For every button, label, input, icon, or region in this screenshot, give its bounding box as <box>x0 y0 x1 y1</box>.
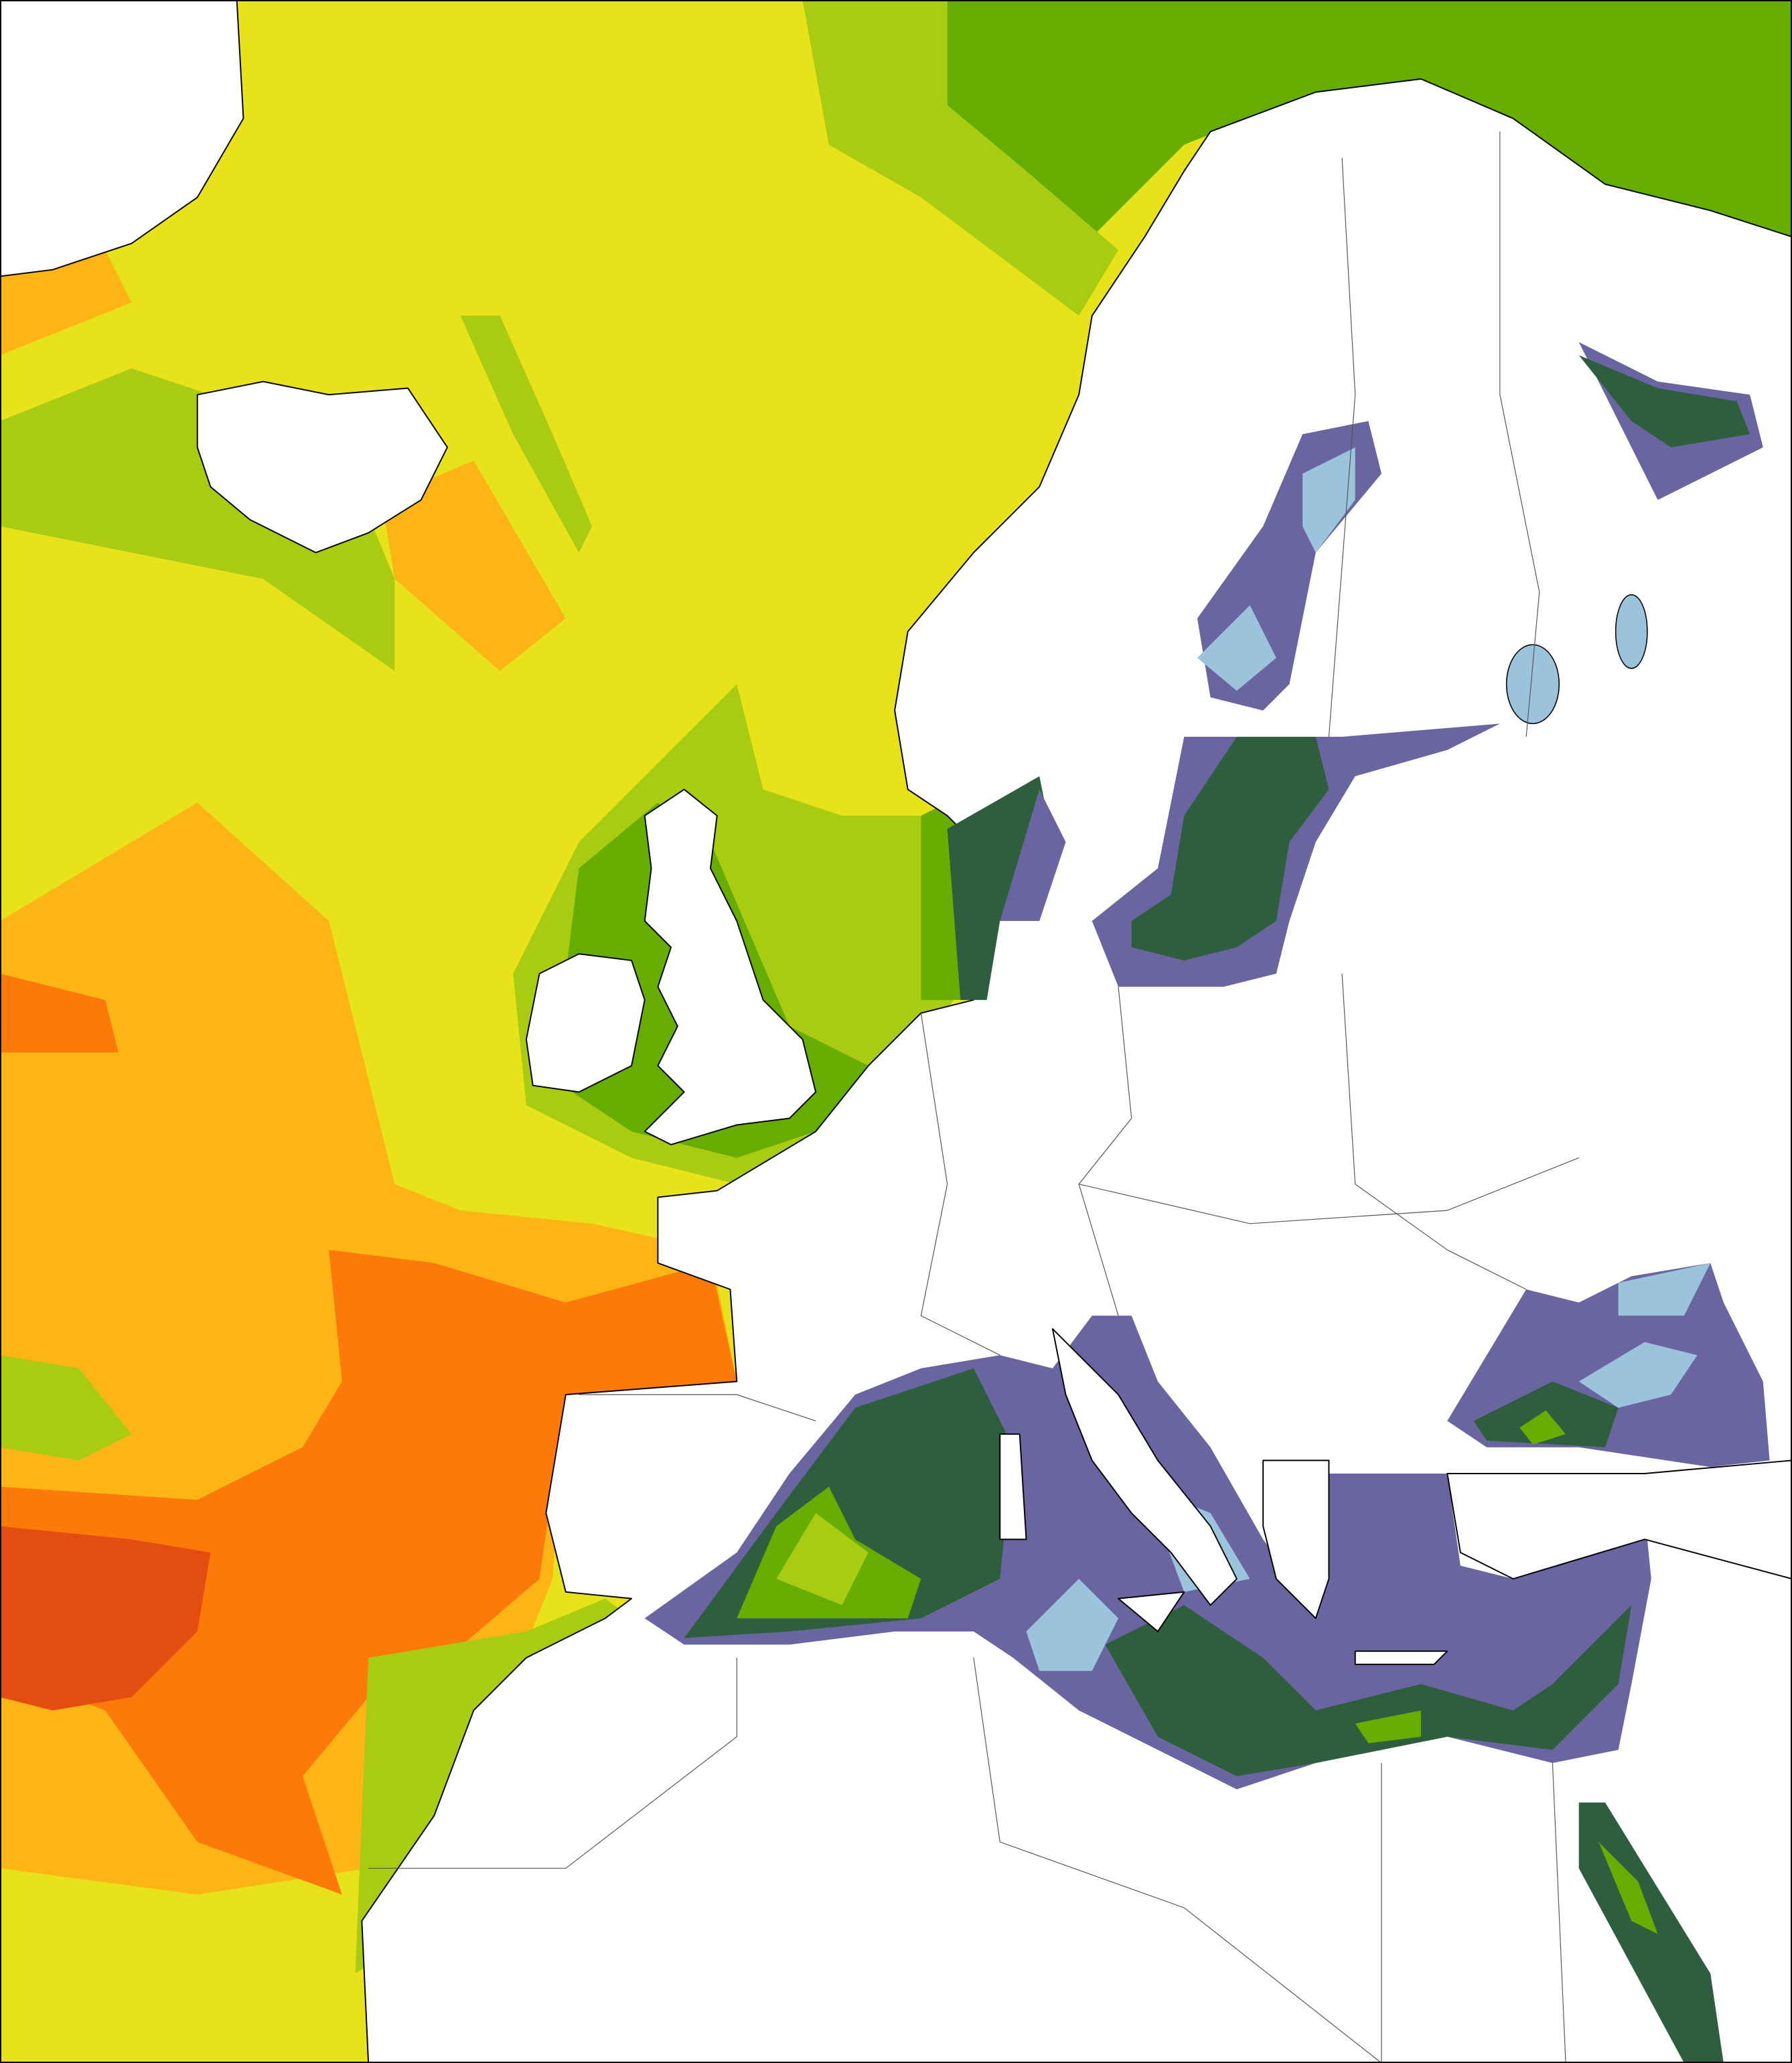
greece <box>1262 1460 1330 1620</box>
sea <box>1197 605 1276 691</box>
sardinia <box>999 1433 1027 1541</box>
ocean-zone <box>947 0 1792 263</box>
sicily <box>1118 1591 1185 1632</box>
greenland <box>0 0 244 277</box>
border <box>920 1013 1000 1356</box>
sea <box>1598 1842 1658 1934</box>
ocean-zone <box>0 250 132 356</box>
border <box>1328 157 1356 737</box>
ocean-zone <box>460 315 593 553</box>
ocean-zone <box>0 973 119 1053</box>
great-britain <box>644 788 817 1145</box>
border <box>1341 973 1527 1290</box>
sea <box>1302 447 1355 553</box>
sea <box>1000 789 1066 921</box>
sea <box>1618 1263 1711 1316</box>
border <box>1078 1157 1579 1224</box>
sea <box>1519 1410 1566 1445</box>
italy <box>1051 1328 1238 1606</box>
border <box>1078 987 1132 1316</box>
lake <box>1615 594 1648 669</box>
border <box>368 1658 737 1869</box>
sea <box>1355 1710 1421 1744</box>
sea <box>947 776 1053 1000</box>
crete <box>1354 1650 1448 1665</box>
ocean-zone <box>0 1526 211 1711</box>
turkey <box>1446 1460 1792 1580</box>
sea <box>1578 355 1750 447</box>
border <box>579 1394 816 1421</box>
border <box>973 1657 1382 2063</box>
sea <box>1578 1342 1698 1408</box>
ireland <box>525 953 646 1093</box>
ocean-zone <box>802 0 1119 316</box>
sea <box>1105 1605 1632 1776</box>
ocean-zone <box>0 1250 737 1895</box>
iceland <box>196 380 448 553</box>
sea <box>1026 1579 1119 1671</box>
ocean-zone <box>0 1355 132 1461</box>
border <box>1552 1763 1566 2063</box>
ocean-zone <box>381 460 566 671</box>
sea <box>1131 737 1329 961</box>
sea <box>776 1512 869 1606</box>
lake <box>1505 644 1560 725</box>
border <box>1499 131 1540 737</box>
